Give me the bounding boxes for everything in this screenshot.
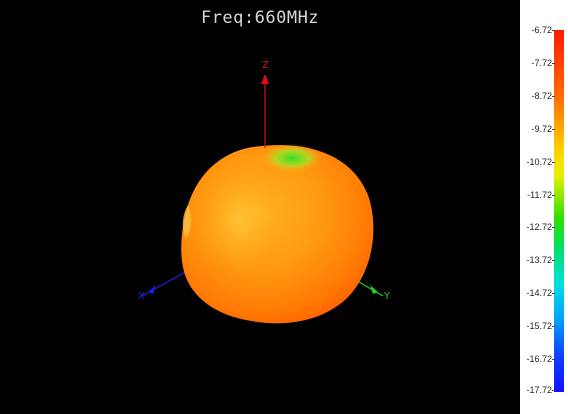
z-axis-label: Z	[262, 60, 269, 71]
colorbar-tick: -13.72	[520, 255, 555, 265]
frequency-title: Freq:660MHz	[200, 8, 320, 28]
y-axis-arrow	[370, 285, 378, 294]
x-axis-label: X	[138, 291, 145, 302]
colorbar-tick: -11.72	[520, 190, 555, 200]
x-axis-arrow	[148, 285, 156, 294]
colorbar-tick: -8.72	[520, 91, 555, 101]
pattern-highlight	[200, 170, 280, 270]
pattern-min-region	[262, 144, 322, 172]
pattern-left-lobe	[182, 205, 192, 238]
colorbar-tick: -6.72	[520, 25, 555, 35]
radiation-pattern-scene[interactable]: Z Y X	[0, 0, 520, 414]
colorbar-tick: -12.72	[520, 222, 555, 232]
z-axis-arrow	[261, 74, 269, 84]
colorbar-tick: -14.72	[520, 288, 555, 298]
colorbar-tick: -7.72	[520, 58, 555, 68]
colorbar-tick: -15.72	[520, 321, 555, 331]
colorbar-gradient	[554, 30, 564, 392]
colorbar-tick: -16.72	[520, 354, 555, 364]
colorbar-tick: -9.72	[520, 124, 555, 134]
3d-viewport[interactable]: Z Y X Freq:660MHz	[0, 0, 520, 414]
colorbar-tick: -10.72	[520, 157, 555, 167]
colorbar-tick: -17.72	[520, 385, 555, 395]
y-axis-label: Y	[383, 291, 391, 302]
color-legend: -6.72 -7.72 -8.72 -9.72 -10.72 -11.72 -1…	[520, 0, 568, 414]
